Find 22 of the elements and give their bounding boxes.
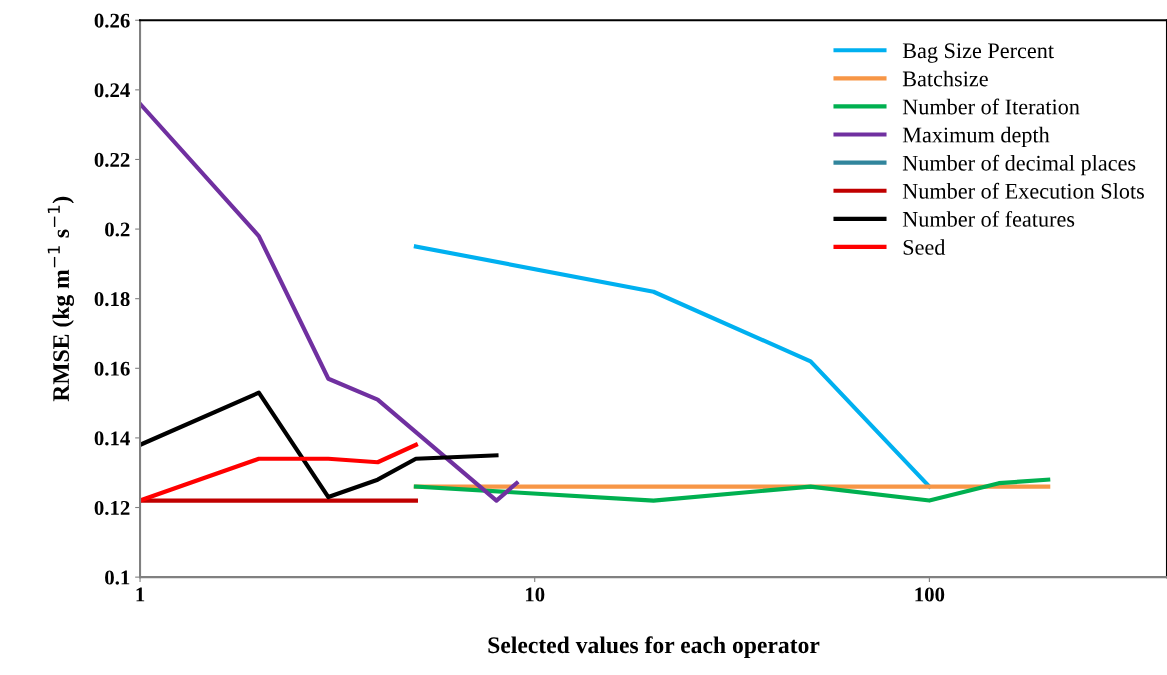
x-tick-label: 1 [136, 587, 145, 602]
legend-label: Number of Iteration [902, 98, 1080, 115]
y-tick-label: 0.1 [105, 570, 130, 585]
legend-label: Seed [903, 239, 946, 255]
x-axis-title: Selected values for each operator [488, 636, 820, 658]
y-tick-label: 0.12 [94, 500, 130, 516]
y-tick-label: 0.18 [94, 292, 130, 307]
y-tick-label: 0.16 [94, 361, 130, 376]
legend-label: Batchsize [902, 70, 988, 87]
y-tick-label: 0.22 [94, 152, 130, 167]
legend-label: Maximum depth [902, 126, 1050, 148]
y-axis-title: RMSE (kg m$^{−1}$ s$^{−1}$) [47, 196, 75, 402]
y-tick-label: 0.26 [94, 13, 130, 28]
y-tick-label: 0.2 [105, 222, 130, 237]
y-tick-label: 0.14 [94, 431, 130, 446]
x-tick-label: 10 [525, 587, 545, 602]
legend-label: Number of decimal places [902, 154, 1136, 176]
y-tick-label: 0.24 [94, 83, 130, 98]
legend-label: Number of Execution Slots [902, 182, 1144, 199]
legend-label: Number of features [902, 210, 1075, 227]
legend-label: Bag Size Percent [902, 43, 1054, 63]
x-tick-label: 100 [915, 587, 945, 602]
